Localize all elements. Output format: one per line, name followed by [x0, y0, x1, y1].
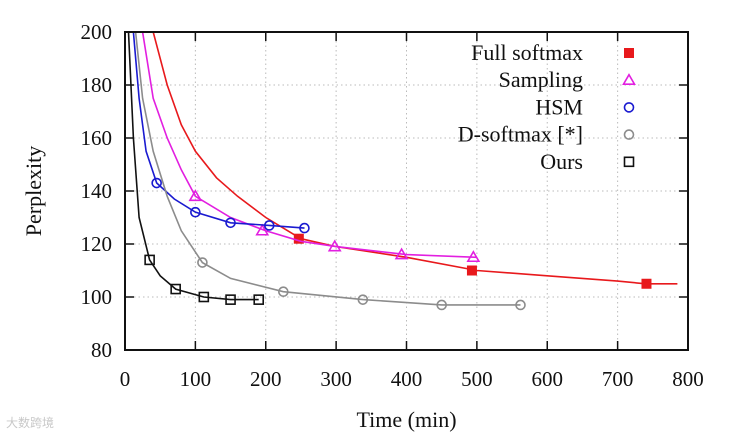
x-tick-label: 200 [250, 367, 282, 391]
watermark: 大数跨境 [6, 416, 55, 430]
legend-label-4: Ours [540, 149, 583, 174]
series-line-1 [141, 32, 477, 259]
x-tick-label: 0 [120, 367, 131, 391]
legend-marker-2 [623, 102, 635, 113]
legend-marker-4 [623, 156, 635, 168]
x-tick-label: 100 [180, 367, 212, 391]
x-tick-label: 600 [532, 367, 564, 391]
x-tick-label: 800 [672, 367, 704, 391]
data-point-3 [197, 257, 208, 268]
data-point-4 [253, 294, 265, 305]
data-point-1 [188, 189, 203, 202]
data-point-4 [225, 294, 236, 305]
data-point-2 [263, 220, 275, 231]
x-axis-label: Time (min) [356, 407, 456, 432]
x-tick-label: 300 [320, 367, 352, 391]
y-tick-label: 180 [81, 73, 113, 97]
legend-label-3: D-softmax [*] [458, 122, 583, 147]
data-point-4 [144, 254, 155, 266]
data-point-2 [151, 177, 162, 189]
y-tick-label: 140 [81, 179, 113, 203]
y-tick-label: 100 [81, 285, 113, 309]
data-point-4 [198, 291, 210, 303]
series-line-0 [152, 32, 678, 285]
data-point-2 [299, 222, 310, 234]
data-point-1 [255, 223, 270, 236]
data-point-1 [327, 239, 342, 252]
legend-marker-1 [622, 73, 636, 85]
plot-frame [124, 31, 689, 351]
legend-label-0: Full softmax [471, 40, 583, 65]
series-line-3 [134, 32, 521, 306]
series-line-2 [132, 32, 305, 229]
data-point-0 [641, 278, 652, 289]
data-point-1 [394, 247, 409, 260]
y-tick-label: 120 [81, 232, 113, 256]
x-tick-label: 400 [391, 367, 423, 391]
data-point-3 [278, 286, 289, 298]
legend-marker-0 [624, 48, 634, 58]
series-line-4 [127, 32, 259, 301]
data-point-3 [436, 299, 447, 311]
data-point-0 [466, 265, 477, 276]
x-tick-label: 700 [602, 367, 634, 391]
data-point-2 [225, 217, 236, 229]
data-point-1 [466, 250, 481, 263]
data-point-4 [170, 283, 181, 295]
y-tick-label: 160 [81, 126, 113, 150]
y-tick-label: 200 [81, 20, 113, 44]
data-point-3 [515, 299, 526, 311]
x-tick-label: 500 [461, 367, 493, 391]
legend-label-1: Sampling [499, 67, 583, 92]
data-point-2 [190, 206, 201, 218]
legend-label-2: HSM [535, 94, 583, 119]
data-point-3 [357, 294, 369, 305]
legend-marker-3 [623, 129, 635, 140]
data-point-0 [293, 233, 304, 244]
y-tick-label: 80 [91, 338, 112, 362]
y-axis-label: Perplexity [21, 146, 46, 236]
